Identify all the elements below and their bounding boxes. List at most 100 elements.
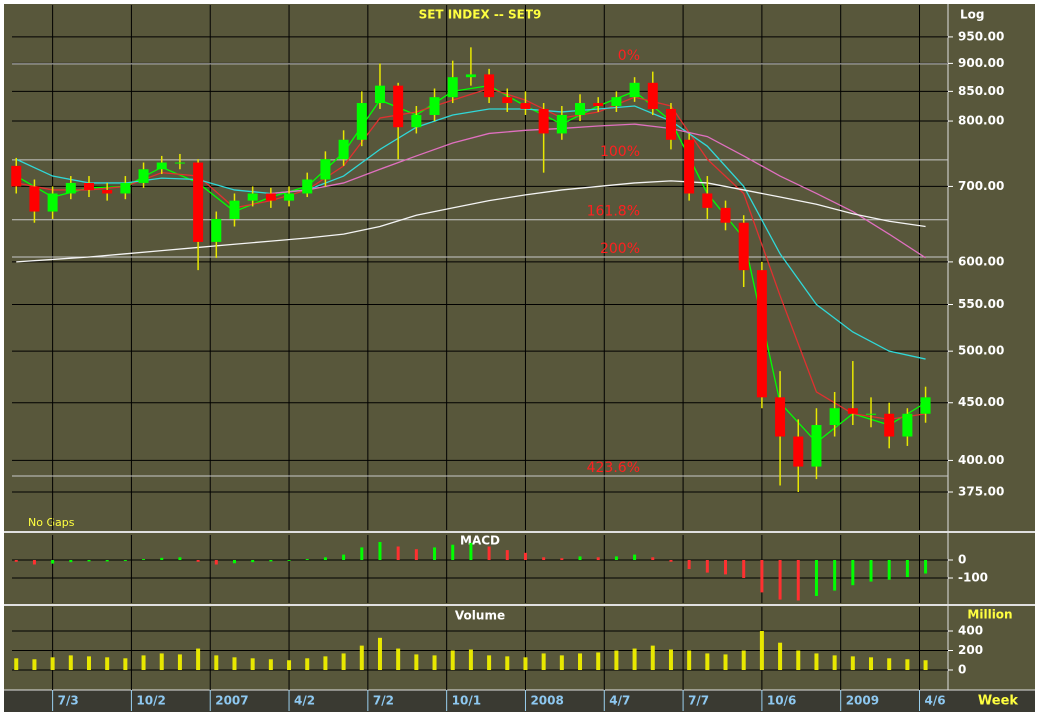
candle-body xyxy=(174,162,185,164)
candle-body xyxy=(47,193,58,212)
x-tick-label: 2009 xyxy=(846,694,879,708)
level-label: 0% xyxy=(618,48,640,64)
volume-bar xyxy=(450,650,455,671)
candle-body xyxy=(866,413,877,415)
x-tick-label: 7/2 xyxy=(373,694,394,708)
volume-bar xyxy=(487,655,492,671)
y-tick-label: 950.00 xyxy=(958,29,1004,43)
macd-bar xyxy=(814,560,818,596)
volume-bar xyxy=(32,659,37,671)
y-tick-label: 400.00 xyxy=(958,453,1004,467)
macd-bar xyxy=(669,560,673,562)
volume-bar xyxy=(50,657,55,671)
y-tick-label: 200 xyxy=(958,643,983,657)
macd-bar xyxy=(232,560,236,564)
y-tick-label: 500.00 xyxy=(958,344,1004,358)
candle-body xyxy=(120,182,131,194)
volume-bar xyxy=(323,656,328,671)
candle-body xyxy=(193,162,204,242)
macd-bar xyxy=(469,542,473,561)
macd-bar xyxy=(142,559,146,561)
macd-bar xyxy=(905,560,909,578)
volume-bar xyxy=(596,652,601,671)
candle-body xyxy=(738,222,749,271)
candle-body xyxy=(829,408,840,426)
volume-bar xyxy=(723,654,728,671)
candle-body xyxy=(847,408,858,414)
candle-body xyxy=(229,200,240,219)
y-tick-label: 0 xyxy=(958,663,966,677)
candle-body xyxy=(302,179,313,194)
candle-body xyxy=(702,193,713,208)
candle-body xyxy=(684,139,695,194)
macd-bar xyxy=(887,560,891,580)
y-tick-label: 600.00 xyxy=(958,254,1004,268)
macd-bar xyxy=(869,560,873,582)
volume-bar xyxy=(650,645,655,671)
macd-bar xyxy=(360,547,364,561)
macd-bar xyxy=(269,560,273,562)
level-label: 161.8% xyxy=(587,204,640,220)
volume-bar xyxy=(396,648,401,671)
volume-bar xyxy=(305,658,310,671)
macd-bar xyxy=(305,559,309,561)
volume-bar xyxy=(578,653,583,671)
level-label: 100% xyxy=(600,144,640,160)
y-tick-label: 400 xyxy=(958,623,983,637)
note: No Gaps xyxy=(28,516,75,529)
candle-body xyxy=(575,103,586,115)
x-tick-label: 10/6 xyxy=(767,694,796,708)
candle-body xyxy=(284,193,295,201)
volume-bar xyxy=(705,653,710,671)
moving-average xyxy=(16,87,926,421)
candle-body xyxy=(211,218,222,242)
volume-bar xyxy=(869,657,874,671)
volume-bar xyxy=(105,657,110,671)
macd-bar xyxy=(451,544,455,561)
y-tick-label: 850.00 xyxy=(958,84,1004,98)
volume-bar xyxy=(923,660,928,671)
moving-average xyxy=(15,84,926,444)
panel-title: Volume xyxy=(455,609,505,623)
volume-bar xyxy=(559,655,564,671)
candle-body xyxy=(65,182,76,194)
candle-body xyxy=(793,436,804,467)
macd-bar xyxy=(396,546,400,561)
volume-bar xyxy=(541,653,546,671)
moving-average xyxy=(270,123,926,259)
volume-bar xyxy=(468,649,473,671)
candle-body xyxy=(720,207,731,223)
candle-body xyxy=(411,114,422,128)
candle-body xyxy=(520,103,531,109)
y-tick-label: 900.00 xyxy=(958,56,1004,70)
candle-body xyxy=(920,397,931,414)
y-axis-label: Log xyxy=(960,8,984,22)
macd-bar xyxy=(560,558,564,561)
candle-body xyxy=(756,270,767,398)
chart-title: SET INDEX -- SET9 xyxy=(419,8,542,22)
volume-bar xyxy=(287,660,292,671)
candle-body xyxy=(902,413,913,437)
panel-title: MACD xyxy=(460,534,500,548)
volume-bar xyxy=(123,658,128,671)
macd-bar xyxy=(833,560,837,591)
x-tick-label: 2007 xyxy=(215,694,248,708)
candle-body xyxy=(629,82,640,98)
y-tick-label: 700.00 xyxy=(958,179,1004,193)
candle-body xyxy=(884,413,895,437)
macd-bar xyxy=(651,557,655,561)
x-tick-label: 4/2 xyxy=(294,694,315,708)
macd-bar xyxy=(32,560,36,565)
volume-bar xyxy=(414,654,419,671)
volume-bar xyxy=(268,659,273,671)
volume-bar xyxy=(668,649,673,671)
macd-bar xyxy=(596,557,600,561)
y-tick-label: 550.00 xyxy=(958,297,1004,311)
macd-bar xyxy=(542,557,546,561)
volume-bar xyxy=(523,657,528,671)
macd-bar xyxy=(214,560,218,565)
volume-bar xyxy=(796,650,801,671)
macd-bar xyxy=(705,560,709,573)
y-tick-label: 0 xyxy=(958,553,966,567)
candle-body xyxy=(29,186,40,212)
